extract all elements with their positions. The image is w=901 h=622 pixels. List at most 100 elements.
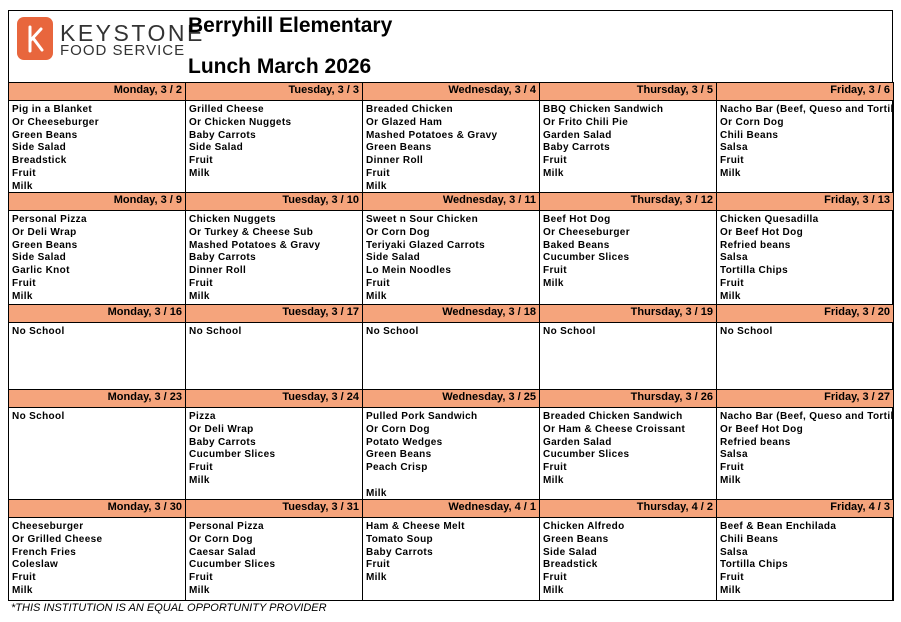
- menu-item: Breaded Chicken: [366, 104, 453, 115]
- menu-item: Milk: [189, 584, 210, 596]
- day-header: Thursday, 3 / 26: [539, 389, 717, 408]
- menu-item: Chili Beans: [720, 533, 779, 545]
- brand-name: KEYSTONE: [60, 20, 205, 46]
- day-menu: No School: [8, 322, 186, 390]
- menu-item: Fruit: [12, 167, 36, 179]
- menu-item: Refried beans: [720, 239, 791, 251]
- menu-item: Fruit: [189, 155, 213, 167]
- day-header: Thursday, 3 / 19: [539, 304, 717, 323]
- day-menu: Personal Pizza Or Corn Dog Caesar Salad Cuc…: [185, 517, 363, 601]
- day-header: Wednesday, 3 / 25: [362, 389, 540, 408]
- menu-item: Or Corn Dog: [720, 116, 784, 128]
- menu-item: Fruit: [366, 277, 390, 289]
- day-menu: No School: [362, 322, 540, 390]
- menu-item: Or Ham & Cheese Croissant: [543, 423, 686, 435]
- menu-item: Fruit: [720, 462, 744, 474]
- menu-item: Or Deli Wrap: [189, 423, 254, 435]
- menu-item: Caesar Salad: [189, 546, 257, 558]
- day-menu: No School: [185, 322, 363, 390]
- menu-item: Or Cheeseburger: [543, 226, 630, 238]
- day-header: Monday, 3 / 9: [8, 192, 186, 211]
- menu-item: Fruit: [189, 572, 213, 584]
- menu-item: Milk: [543, 474, 564, 486]
- day-menu: Beef & Bean Enchilada Chili Beans Salsa Tor…: [716, 517, 894, 601]
- menu-item: Baby Carrots: [189, 436, 256, 448]
- day-header: Tuesday, 3 / 3: [185, 82, 363, 101]
- day-header: Monday, 3 / 16: [8, 304, 186, 323]
- menu-item: Or Chicken Nuggets: [189, 116, 292, 128]
- menu-item: Green Beans: [543, 533, 609, 545]
- menu-item: Or Corn Dog: [189, 533, 253, 545]
- menu-item: Nacho Bar (Beef, Queso and Tortill: [720, 104, 894, 115]
- day-menu: Beef Hot Dog Or Cheeseburger Baked Beans Cu…: [539, 210, 717, 305]
- day-menu: Sweet n Sour Chicken Or Corn Dog Teriyaki …: [362, 210, 540, 305]
- menu-item: Fruit: [189, 462, 213, 474]
- menu-item: Garden Salad: [543, 129, 612, 141]
- menu-item: Or Beef Hot Dog: [720, 226, 804, 238]
- school-name: Berryhill Elementary: [188, 14, 393, 37]
- menu-item: No School: [720, 326, 773, 337]
- menu-item: Milk: [366, 290, 387, 302]
- day-menu: Pig in a Blanket Or Cheeseburger Green Bea…: [8, 100, 186, 193]
- menu-item: Sweet n Sour Chicken: [366, 214, 479, 225]
- day-menu: Cheeseburger Or Grilled Cheese French Frie…: [8, 517, 186, 601]
- day-menu: No School: [539, 322, 717, 390]
- menu-item: Milk: [543, 584, 564, 596]
- menu-item: Tortilla Chips: [720, 265, 789, 277]
- menu-item: Green Beans: [12, 239, 78, 251]
- menu-item: No School: [189, 326, 242, 337]
- day-menu: Nacho Bar (Beef, Queso and Tortill Or Bee…: [716, 407, 894, 500]
- menu-item: Milk: [366, 487, 387, 499]
- menu-item: Mashed Potatoes & Gravy: [366, 129, 498, 141]
- menu-item: Milk: [543, 277, 564, 289]
- menu-item: Milk: [366, 572, 387, 584]
- day-menu: Grilled Cheese Or Chicken Nuggets Baby Car…: [185, 100, 363, 193]
- day-menu: Chicken Alfredo Green Beans Side Salad Brea…: [539, 517, 717, 601]
- day-header: Wednesday, 3 / 11: [362, 192, 540, 211]
- menu-item: Or Cheeseburger: [12, 116, 99, 128]
- day-header: Friday, 4 / 3: [716, 499, 894, 518]
- day-menu: Personal Pizza Or Deli Wrap Green Beans Sid…: [8, 210, 186, 305]
- menu-item: Milk: [189, 167, 210, 179]
- menu-item: No School: [366, 326, 419, 337]
- day-header: Tuesday, 3 / 17: [185, 304, 363, 323]
- menu-item: Cucumber Slices: [543, 252, 630, 264]
- day-menu: Pizza Or Deli Wrap Baby Carrots Cucumber Sl…: [185, 407, 363, 500]
- day-header: Wednesday, 3 / 4: [362, 82, 540, 101]
- menu-item: Milk: [543, 167, 564, 179]
- menu-item: Teriyaki Glazed Carrots: [366, 239, 486, 251]
- menu-item: Salsa: [720, 449, 748, 461]
- menu-item: Fruit: [12, 572, 36, 584]
- menu-item: Fruit: [720, 277, 744, 289]
- menu-item: Milk: [720, 290, 741, 302]
- menu-item: Fruit: [12, 277, 36, 289]
- menu-item: Cucumber Slices: [189, 559, 276, 571]
- day-menu: Breaded Chicken Sandwich Or Ham & Cheese …: [539, 407, 717, 500]
- menu-item: Refried beans: [720, 436, 791, 448]
- day-menu: Ham & Cheese Melt Tomato Soup Baby Carrots…: [362, 517, 540, 601]
- menu-item: BBQ Chicken Sandwich: [543, 104, 664, 115]
- menu-item: Or Beef Hot Dog: [720, 423, 804, 435]
- day-menu: No School: [716, 322, 894, 390]
- day-menu: Chicken Nuggets Or Turkey & Cheese Sub Mas…: [185, 210, 363, 305]
- menu-item: French Fries: [12, 546, 77, 558]
- menu-item: Milk: [720, 474, 741, 486]
- menu-item: Beef Hot Dog: [543, 214, 611, 225]
- menu-title: Lunch March 2026: [188, 55, 372, 78]
- brand-subtitle: FOOD SERVICE: [60, 42, 186, 59]
- menu-item: Side Salad: [543, 546, 598, 558]
- day-menu: No School: [8, 407, 186, 500]
- menu-item: Pulled Pork Sandwich: [366, 411, 478, 422]
- menu-item: Milk: [12, 290, 33, 302]
- menu-item: Beef & Bean Enchilada: [720, 521, 837, 532]
- menu-item: Personal Pizza: [12, 214, 87, 225]
- day-menu: BBQ Chicken Sandwich Or Frito Chili Pie Ga…: [539, 100, 717, 193]
- day-header: Monday, 3 / 30: [8, 499, 186, 518]
- menu-item: Or Corn Dog: [366, 423, 430, 435]
- menu-item: Dinner Roll: [366, 155, 424, 167]
- menu-item: Cheeseburger: [12, 521, 84, 532]
- menu-item: No School: [12, 411, 65, 422]
- day-header: Friday, 3 / 6: [716, 82, 894, 101]
- menu-item: Chicken Alfredo: [543, 521, 625, 532]
